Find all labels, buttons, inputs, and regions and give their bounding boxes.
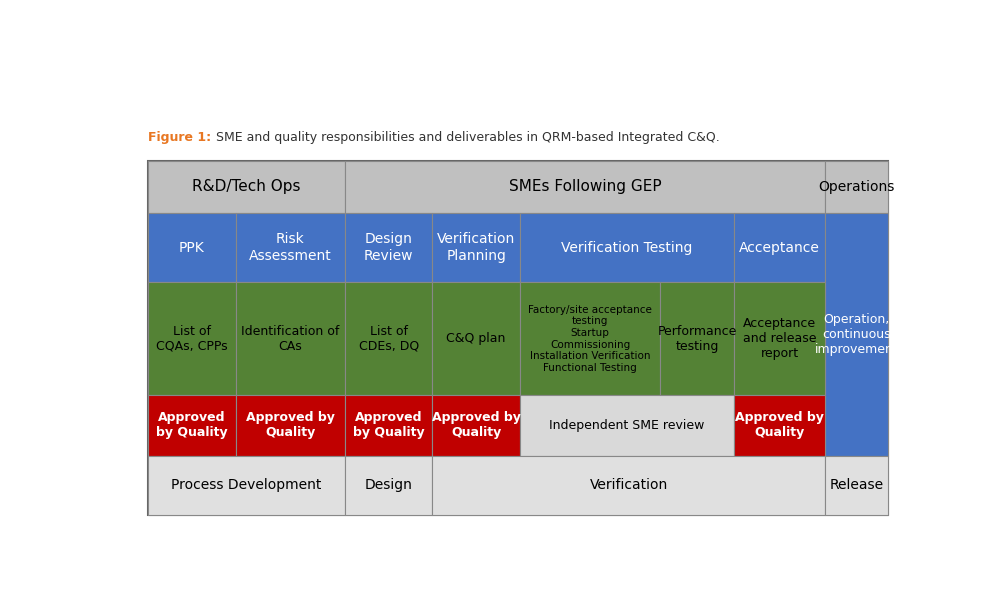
Text: Design: Design	[365, 478, 413, 492]
Text: C&Q plan: C&Q plan	[446, 332, 506, 345]
Text: Figure 1:: Figure 1:	[148, 131, 211, 144]
Text: Identification of
CAs: Identification of CAs	[241, 325, 340, 353]
Bar	[236, 395, 345, 455]
Bar	[660, 282, 734, 395]
Text: R&D/Tech Ops: R&D/Tech Ops	[192, 179, 301, 194]
Bar	[345, 282, 432, 395]
Bar	[148, 395, 236, 455]
Bar	[148, 213, 236, 282]
Text: List of
CQAs, CPPs: List of CQAs, CPPs	[156, 325, 228, 353]
Text: Process Development: Process Development	[171, 478, 322, 492]
Text: Release: Release	[829, 478, 884, 492]
Text: Risk
Assessment: Risk Assessment	[249, 232, 332, 263]
Bar	[734, 282, 825, 395]
Text: Operation,
continuous
improvement: Operation, continuous improvement	[815, 313, 898, 356]
Text: Acceptance: Acceptance	[739, 241, 820, 254]
Bar	[148, 282, 236, 395]
Text: Verification Testing: Verification Testing	[561, 241, 693, 254]
Bar	[345, 455, 432, 515]
Bar	[345, 213, 432, 282]
Text: Operations: Operations	[818, 180, 895, 194]
Text: SME and quality responsibilities and deliverables in QRM-based Integrated C&Q.: SME and quality responsibilities and del…	[212, 131, 720, 144]
Bar	[520, 282, 660, 395]
Text: Approved
by Quality: Approved by Quality	[156, 412, 228, 439]
Text: Approved by
Quality: Approved by Quality	[246, 412, 335, 439]
Bar	[825, 213, 888, 455]
Bar	[825, 161, 888, 213]
Bar	[345, 161, 825, 213]
Text: List of
CDEs, DQ: List of CDEs, DQ	[359, 325, 419, 353]
Bar	[432, 395, 520, 455]
Text: Factory/site acceptance
testing
Startup
Commissioning
Installation Verification
: Factory/site acceptance testing Startup …	[528, 305, 652, 373]
Bar	[734, 213, 825, 282]
Text: Acceptance
and release
report: Acceptance and release report	[743, 317, 816, 360]
Text: Approved by
Quality: Approved by Quality	[735, 412, 824, 439]
Text: Design
Review: Design Review	[364, 232, 414, 263]
Bar	[825, 455, 888, 515]
Bar	[432, 282, 520, 395]
Bar	[432, 455, 825, 515]
Bar	[148, 455, 345, 515]
Bar	[520, 395, 734, 455]
Bar	[236, 282, 345, 395]
Bar	[148, 161, 888, 515]
Text: Verification: Verification	[589, 478, 668, 492]
Bar	[148, 161, 345, 213]
Text: Verification
Planning: Verification Planning	[437, 232, 515, 263]
Text: PPK: PPK	[179, 241, 205, 254]
Bar	[734, 395, 825, 455]
Bar	[520, 213, 734, 282]
Text: Independent SME review: Independent SME review	[549, 419, 705, 432]
Text: SMEs Following GEP: SMEs Following GEP	[509, 179, 661, 194]
Text: Approved
by Quality: Approved by Quality	[353, 412, 425, 439]
Bar	[345, 395, 432, 455]
Bar	[236, 213, 345, 282]
Bar	[432, 213, 520, 282]
Text: Performance
testing: Performance testing	[658, 325, 737, 353]
Text: Approved by
Quality: Approved by Quality	[432, 412, 521, 439]
